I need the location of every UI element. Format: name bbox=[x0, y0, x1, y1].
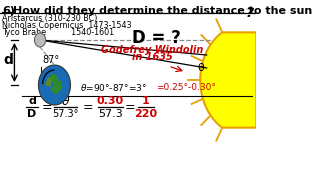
Text: d: d bbox=[28, 96, 36, 106]
Text: 57.3: 57.3 bbox=[98, 109, 123, 119]
Text: How did they determine the distance to the sun: How did they determine the distance to t… bbox=[13, 6, 312, 16]
Text: =: = bbox=[83, 101, 93, 114]
Text: 0.30: 0.30 bbox=[97, 96, 124, 106]
Text: =: = bbox=[124, 101, 135, 114]
Text: Nicholas Copernicus  1473-1543: Nicholas Copernicus 1473-1543 bbox=[3, 21, 132, 30]
Text: D = ?: D = ? bbox=[132, 29, 181, 47]
Text: Godefrey Windolin: Godefrey Windolin bbox=[101, 45, 204, 55]
Text: $\theta$: $\theta$ bbox=[61, 94, 70, 108]
Text: $\theta$=90°-87°=3°: $\theta$=90°-87°=3° bbox=[80, 82, 147, 93]
Polygon shape bbox=[51, 80, 62, 95]
Text: 6): 6) bbox=[3, 6, 15, 16]
Text: 1: 1 bbox=[142, 96, 150, 106]
Circle shape bbox=[38, 65, 70, 105]
Text: Tyco Brahe          1540-1601: Tyco Brahe 1540-1601 bbox=[3, 28, 115, 37]
Text: ?: ? bbox=[245, 6, 253, 20]
Text: D: D bbox=[28, 109, 37, 119]
Polygon shape bbox=[200, 32, 256, 128]
Text: in 1635: in 1635 bbox=[132, 52, 172, 62]
Text: =: = bbox=[41, 101, 52, 114]
Polygon shape bbox=[46, 73, 59, 85]
Text: =0.25°-0.30°: =0.25°-0.30° bbox=[156, 82, 216, 91]
Text: Aristarcus (310-230 BC): Aristarcus (310-230 BC) bbox=[3, 14, 98, 23]
Text: 87°: 87° bbox=[42, 55, 59, 65]
Text: θ: θ bbox=[197, 63, 204, 73]
Circle shape bbox=[35, 33, 46, 47]
Text: d: d bbox=[3, 53, 13, 66]
Text: 57.3°: 57.3° bbox=[52, 109, 79, 119]
Polygon shape bbox=[45, 77, 52, 87]
Text: 220: 220 bbox=[134, 109, 157, 119]
